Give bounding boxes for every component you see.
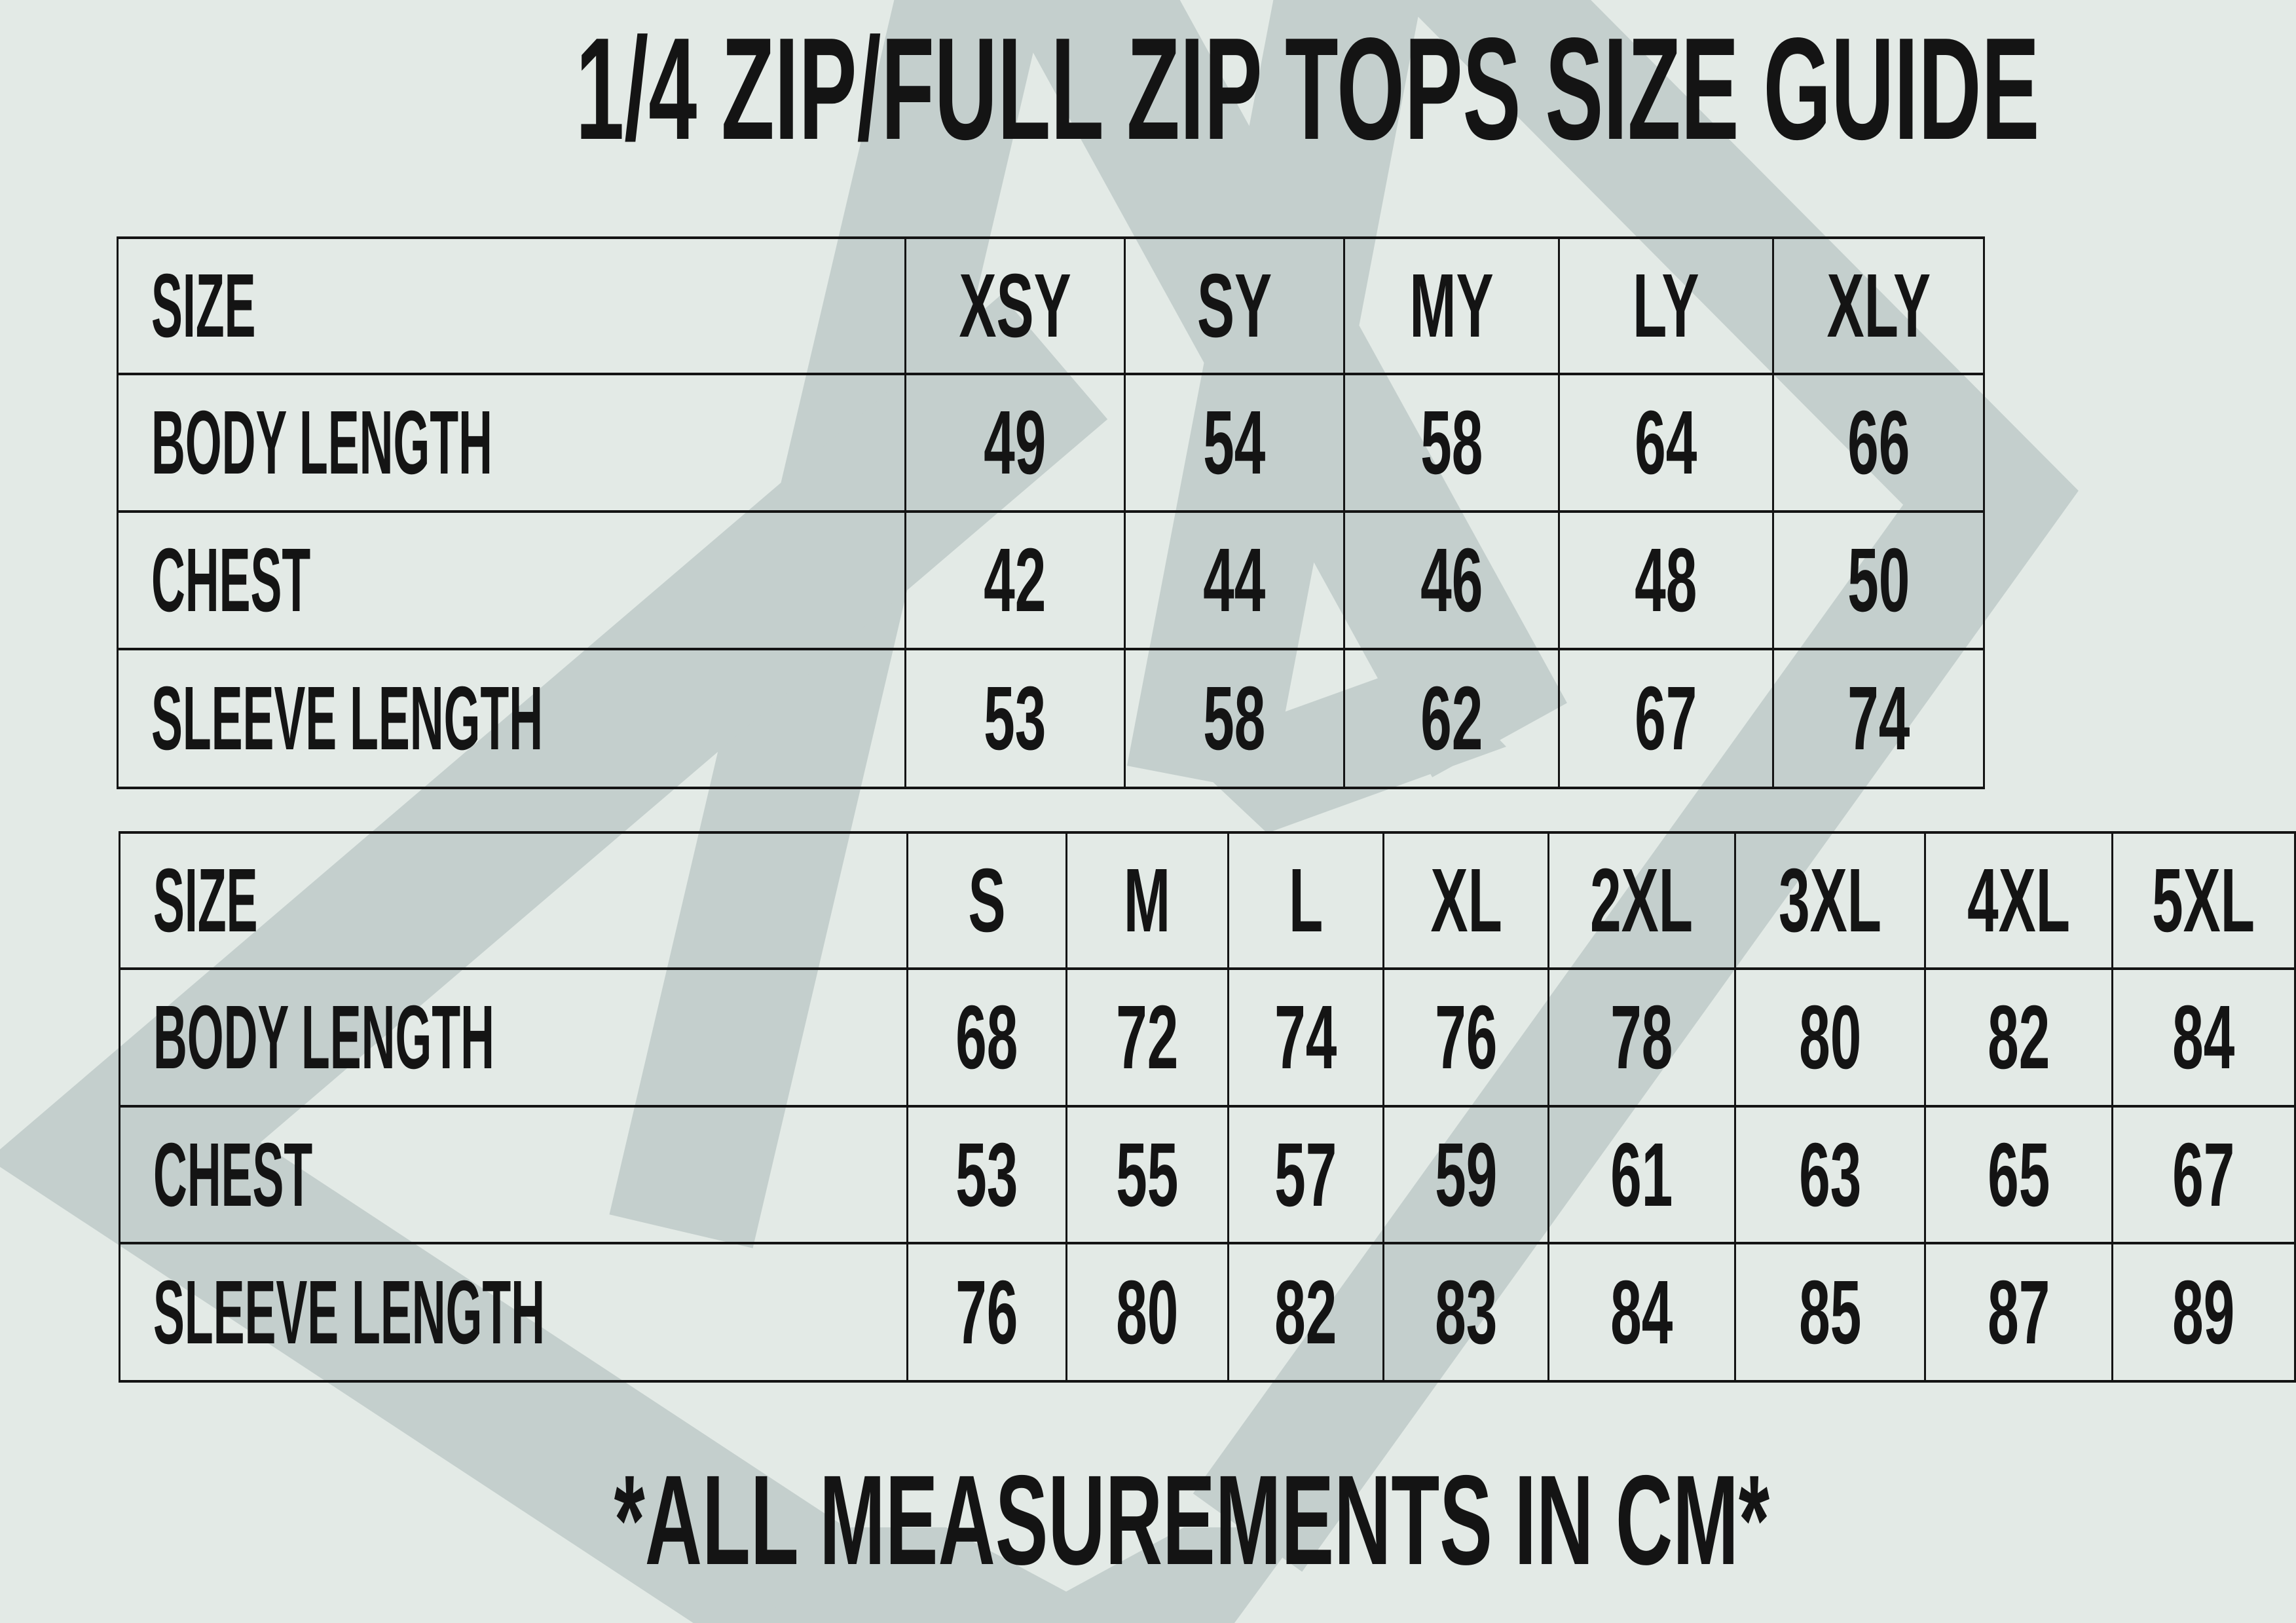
header-cell-size: SIZE xyxy=(118,831,909,970)
value-cell: 61 xyxy=(1547,1105,1737,1244)
value-cell: 74 xyxy=(1227,967,1385,1108)
header-cell: MY xyxy=(1343,236,1561,375)
header-cell: 2XL xyxy=(1547,831,1737,970)
header-cell: S xyxy=(906,831,1067,970)
value-cell: 46 xyxy=(1343,510,1561,650)
value-cell: 67 xyxy=(2111,1105,2296,1244)
value-cell: 89 xyxy=(2111,1242,2296,1383)
value-cell: 64 xyxy=(1558,373,1775,513)
adult-chest-row: CHEST 53 55 57 59 61 63 65 67 xyxy=(118,1105,2296,1244)
row-label-cell: SLEEVE LENGTH xyxy=(116,648,907,789)
row-label-cell: SLEEVE LENGTH xyxy=(118,1242,909,1383)
header-cell: SY xyxy=(1124,236,1346,375)
value-cell: 53 xyxy=(904,648,1126,789)
value-cell: 42 xyxy=(904,510,1126,650)
row-label-cell: BODY LENGTH xyxy=(116,373,907,513)
row-label-cell: BODY LENGTH xyxy=(118,967,909,1108)
page-title-text: 1/4 ZIP/FULL ZIP TOPS SIZE GUIDE xyxy=(576,8,2040,170)
header-cell: LY xyxy=(1558,236,1775,375)
value-cell: 68 xyxy=(906,967,1067,1108)
page-title: 1/4 ZIP/FULL ZIP TOPS SIZE GUIDE xyxy=(88,16,2296,162)
youth-size-table: SIZE XSY SY MY LY XLY BODY LENGTH 49 54 … xyxy=(116,236,1986,789)
header-cell: L xyxy=(1227,831,1385,970)
header-cell: XSY xyxy=(904,236,1126,375)
value-cell: 67 xyxy=(1558,648,1775,789)
value-cell: 80 xyxy=(1734,967,1927,1108)
header-cell-size: SIZE xyxy=(116,236,907,375)
value-cell: 62 xyxy=(1343,648,1561,789)
value-cell: 44 xyxy=(1124,510,1346,650)
value-cell: 84 xyxy=(1547,1242,1737,1383)
header-cell: 4XL xyxy=(1924,831,2113,970)
header-cell: 5XL xyxy=(2111,831,2296,970)
header-cell: XL xyxy=(1382,831,1549,970)
value-cell: 50 xyxy=(1772,510,1986,650)
value-cell: 59 xyxy=(1382,1105,1549,1244)
adult-size-table: SIZE S M L XL 2XL 3XL 4XL 5XL BODY LENGT… xyxy=(118,831,2296,1383)
value-cell: 78 xyxy=(1547,967,1737,1108)
header-cell: XLY xyxy=(1772,236,1986,375)
header-cell: 3XL xyxy=(1734,831,1927,970)
footnote: *ALL MEASUREMENTS IN CM* xyxy=(88,1457,2296,1584)
value-cell: 53 xyxy=(906,1105,1067,1244)
value-cell: 74 xyxy=(1772,648,1986,789)
footnote-text: *ALL MEASUREMENTS IN CM* xyxy=(614,1449,1770,1592)
value-cell: 85 xyxy=(1734,1242,1927,1383)
value-cell: 76 xyxy=(906,1242,1067,1383)
value-cell: 49 xyxy=(904,373,1126,513)
value-cell: 72 xyxy=(1065,967,1229,1108)
adult-sleeve-length-row: SLEEVE LENGTH 76 80 82 83 84 85 87 89 xyxy=(118,1242,2296,1383)
value-cell: 65 xyxy=(1924,1105,2113,1244)
bottom-wedge-watermark xyxy=(645,1527,1305,1623)
value-cell: 54 xyxy=(1124,373,1346,513)
value-cell: 63 xyxy=(1734,1105,1927,1244)
youth-header-row: SIZE XSY SY MY LY XLY xyxy=(116,236,1986,375)
youth-chest-row: CHEST 42 44 46 48 50 xyxy=(116,510,1986,650)
row-label-cell: CHEST xyxy=(118,1105,909,1244)
value-cell: 76 xyxy=(1382,967,1549,1108)
adult-header-row: SIZE S M L XL 2XL 3XL 4XL 5XL xyxy=(118,831,2296,970)
value-cell: 57 xyxy=(1227,1105,1385,1244)
value-cell: 55 xyxy=(1065,1105,1229,1244)
row-label-cell: CHEST xyxy=(116,510,907,650)
youth-body-length-row: BODY LENGTH 49 54 58 64 66 xyxy=(116,373,1986,513)
value-cell: 58 xyxy=(1343,373,1561,513)
value-cell: 66 xyxy=(1772,373,1986,513)
header-cell: M xyxy=(1065,831,1229,970)
value-cell: 58 xyxy=(1124,648,1346,789)
value-cell: 82 xyxy=(1227,1242,1385,1383)
youth-sleeve-length-row: SLEEVE LENGTH 53 58 62 67 74 xyxy=(116,648,1986,789)
value-cell: 84 xyxy=(2111,967,2296,1108)
value-cell: 80 xyxy=(1065,1242,1229,1383)
value-cell: 87 xyxy=(1924,1242,2113,1383)
adult-body-length-row: BODY LENGTH 68 72 74 76 78 80 82 84 xyxy=(118,967,2296,1108)
value-cell: 48 xyxy=(1558,510,1775,650)
value-cell: 83 xyxy=(1382,1242,1549,1383)
value-cell: 82 xyxy=(1924,967,2113,1108)
